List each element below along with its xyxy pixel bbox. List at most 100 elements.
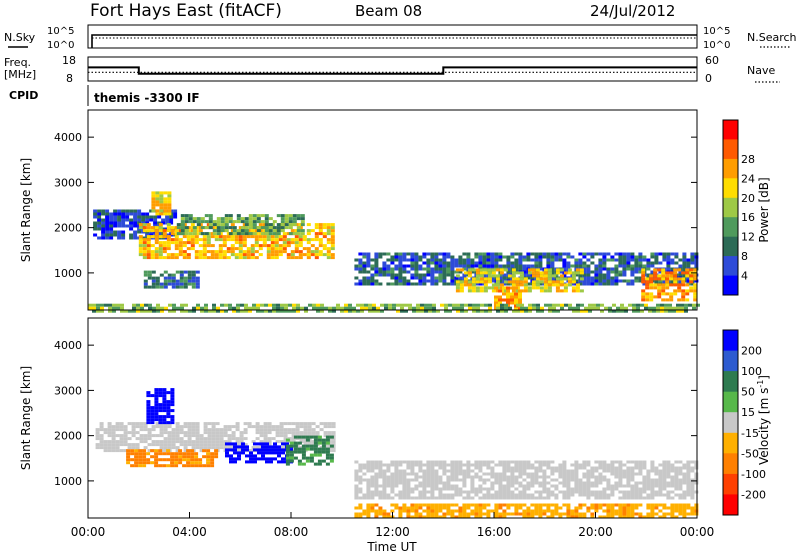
power-cell — [673, 268, 678, 272]
velocity-cell — [178, 458, 183, 462]
velocity-cell — [119, 449, 124, 453]
power-cell — [151, 203, 156, 207]
velocity-cell — [442, 466, 447, 470]
power-cell — [665, 277, 670, 281]
velocity-cell — [638, 515, 643, 519]
power-cell — [519, 280, 524, 284]
velocity-cell — [123, 443, 128, 447]
velocity-cell — [454, 509, 459, 513]
power-cell — [563, 277, 568, 281]
power-cell — [140, 309, 144, 313]
velocity-cell — [526, 472, 531, 476]
power-cell — [420, 309, 424, 313]
power-cell — [694, 264, 699, 268]
colorbar-tick-label: 16 — [741, 211, 755, 224]
velocity-cell — [498, 484, 503, 488]
velocity-cell — [462, 515, 467, 519]
velocity-cell — [546, 493, 551, 497]
power-cell — [506, 298, 510, 302]
velocity-cell — [211, 434, 216, 438]
power-cell — [400, 303, 404, 307]
velocity-cell — [207, 431, 212, 435]
power-cell — [571, 280, 576, 284]
velocity-cell — [574, 512, 579, 516]
velocity-cell — [522, 484, 527, 488]
power-cell — [143, 273, 148, 277]
velocity-cell — [626, 515, 631, 519]
power-cell — [476, 309, 480, 313]
power-cell — [499, 271, 504, 275]
velocity-cell — [154, 412, 159, 416]
velocity-cell — [570, 487, 575, 491]
power-cell — [163, 276, 168, 280]
velocity-cell — [434, 509, 439, 513]
power-cell — [138, 223, 143, 227]
power-cell — [105, 227, 110, 231]
power-cell — [208, 214, 213, 218]
power-cell — [224, 220, 229, 224]
power-cell — [163, 279, 168, 283]
power-cell — [244, 232, 249, 236]
velocity-cell — [562, 484, 567, 488]
power-cell — [158, 223, 163, 227]
velocity-cell — [170, 394, 175, 398]
power-cell — [546, 264, 551, 268]
power-cell — [180, 226, 185, 230]
velocity-cell — [279, 428, 284, 432]
velocity-cell — [546, 490, 551, 494]
power-cell — [358, 279, 363, 283]
velocity-cell — [174, 464, 179, 468]
power-cell — [121, 212, 126, 216]
velocity-cell — [554, 509, 559, 513]
power-cell — [693, 268, 698, 272]
velocity-cell — [317, 441, 322, 445]
power-cell — [694, 279, 699, 283]
power-cell — [570, 255, 575, 259]
velocity-cell — [510, 503, 515, 507]
velocity-cell — [321, 459, 326, 463]
velocity-cell — [241, 451, 245, 455]
velocity-cell — [538, 515, 543, 519]
power-cell — [146, 247, 151, 251]
power-cell — [270, 235, 275, 239]
power-cell — [547, 286, 552, 290]
power-cell — [252, 226, 257, 230]
power-cell — [260, 220, 265, 224]
velocity-cell — [183, 425, 188, 429]
velocity-cell — [150, 418, 155, 422]
velocity-cell — [486, 466, 491, 470]
power-cell — [256, 226, 261, 230]
velocity-cell — [398, 515, 403, 519]
power-cell — [270, 247, 275, 251]
velocity-cell — [305, 456, 310, 460]
power-cell — [414, 282, 419, 286]
velocity-cell — [646, 506, 651, 510]
power-cell — [622, 273, 627, 277]
power-cell — [582, 267, 587, 271]
power-cell — [101, 209, 106, 213]
power-cell — [336, 303, 340, 307]
power-cell — [162, 256, 167, 260]
velocity-cell — [594, 493, 599, 497]
power-cell — [154, 235, 159, 239]
power-cell — [152, 309, 156, 313]
power-cell — [494, 258, 499, 262]
power-cell — [376, 306, 380, 310]
power-cell — [284, 226, 289, 230]
power-cell — [653, 274, 658, 278]
velocity-cell — [115, 422, 120, 426]
power-cell — [463, 271, 468, 275]
power-cell — [314, 247, 319, 251]
power-cell — [538, 252, 543, 256]
power-cell — [498, 252, 503, 256]
velocity-cell — [662, 469, 667, 473]
velocity-cell — [305, 438, 310, 442]
velocity-cell — [219, 446, 224, 450]
velocity-cell — [269, 451, 273, 455]
velocity-cell — [219, 428, 224, 432]
power-cell — [117, 233, 122, 237]
velocity-cell — [566, 493, 571, 497]
velocity-cell — [126, 449, 131, 453]
power-cell — [121, 233, 126, 237]
velocity-cell — [139, 437, 144, 441]
